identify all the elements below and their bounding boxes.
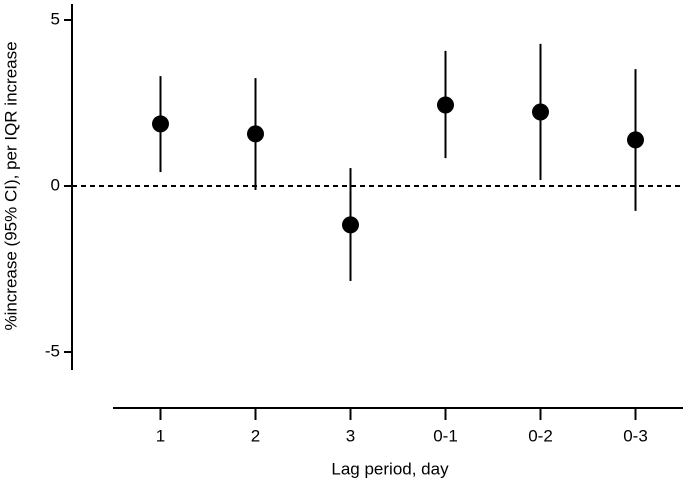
y-axis-label: %increase (95% CI), per IQR increase — [1, 41, 20, 330]
x-tick-label: 3 — [346, 426, 355, 445]
x-axis-label: Lag period, day — [331, 459, 449, 478]
x-tick-label: 2 — [251, 426, 260, 445]
x-tick-label: 0-1 — [433, 426, 458, 445]
point — [627, 131, 644, 149]
y-tick-label: -5 — [45, 341, 60, 360]
y-tick-label: 5 — [51, 9, 60, 28]
x-tick-label: 0-2 — [528, 426, 553, 445]
y-tick-label: 0 — [51, 175, 60, 194]
point — [532, 103, 549, 121]
x-tick-label: 1 — [156, 426, 165, 445]
x-tick-label: 0-3 — [623, 426, 648, 445]
point — [437, 96, 454, 114]
point — [247, 125, 264, 143]
point — [152, 115, 169, 133]
point — [342, 216, 359, 234]
